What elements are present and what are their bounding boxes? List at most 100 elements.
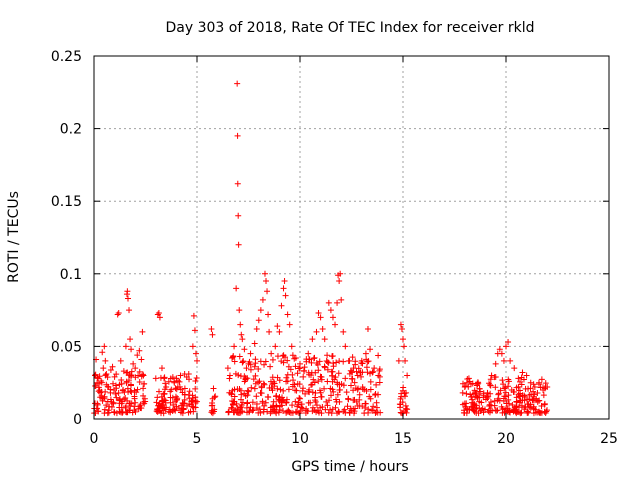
background-point — [187, 408, 194, 415]
background-point — [228, 404, 235, 411]
data-point — [163, 384, 170, 391]
background-point — [318, 374, 325, 381]
background-point — [107, 367, 114, 374]
background-point — [172, 398, 179, 405]
background-point — [116, 408, 123, 415]
background-point — [293, 387, 300, 394]
background-point — [459, 380, 466, 387]
background-point — [492, 384, 499, 391]
background-point — [156, 407, 163, 414]
background-point — [534, 389, 541, 396]
background-point — [516, 393, 523, 400]
data-point — [190, 312, 197, 319]
data-point — [158, 365, 165, 372]
data-point — [251, 340, 258, 347]
data-point — [278, 302, 285, 309]
background-point — [347, 367, 354, 374]
background-point — [122, 395, 129, 402]
background-point — [231, 358, 238, 365]
data-point — [235, 212, 242, 219]
background-point — [94, 401, 101, 408]
background-point — [272, 393, 279, 400]
background-point — [277, 386, 284, 393]
background-point — [289, 383, 296, 390]
background-point — [265, 394, 272, 401]
data-point — [515, 375, 522, 382]
background-point — [349, 376, 356, 383]
background-point — [239, 408, 246, 415]
background-point — [102, 372, 109, 379]
data-point — [398, 325, 405, 332]
background-point — [255, 379, 262, 386]
background-point — [104, 398, 111, 405]
background-point — [316, 358, 323, 365]
background-point — [333, 359, 340, 366]
background-point — [526, 391, 533, 398]
data-point — [266, 328, 273, 335]
background-point — [179, 406, 186, 413]
background-point — [342, 375, 349, 382]
background-point — [132, 408, 139, 415]
x-tick-label: 20 — [497, 431, 515, 447]
background-point — [106, 403, 113, 410]
background-point — [226, 375, 233, 382]
x-axis-label: GPS time / hours — [291, 459, 408, 475]
data-point — [263, 278, 270, 285]
data-point — [484, 389, 491, 396]
data-point — [531, 384, 538, 391]
data-point — [284, 311, 291, 318]
background-point — [310, 376, 317, 383]
y-tick-label: 0.1 — [60, 267, 82, 283]
background-point — [165, 378, 172, 385]
data-point — [99, 349, 106, 356]
background-point — [278, 398, 285, 405]
background-point — [486, 401, 493, 408]
background-point — [370, 403, 377, 410]
background-point — [367, 386, 374, 393]
background-point — [141, 395, 148, 402]
data-point — [192, 350, 199, 357]
data-point — [500, 357, 507, 364]
background-point — [181, 391, 188, 398]
data-point — [115, 310, 122, 317]
data-point — [259, 296, 266, 303]
data-point — [329, 314, 336, 321]
background-point — [372, 391, 379, 398]
data-point — [124, 288, 131, 295]
data-point — [247, 350, 254, 357]
background-point — [250, 376, 257, 383]
background-point — [501, 409, 508, 416]
background-point — [270, 398, 277, 405]
y-tick-label: 0.2 — [60, 122, 82, 138]
background-point — [340, 382, 347, 389]
background-point — [154, 394, 161, 401]
background-point — [522, 385, 529, 392]
background-point — [481, 406, 488, 413]
background-point — [189, 397, 196, 404]
data-point — [155, 310, 162, 317]
data-point — [237, 321, 244, 328]
background-point — [115, 390, 122, 397]
data-point — [350, 365, 357, 372]
background-point — [340, 358, 347, 365]
background-point — [192, 385, 199, 392]
background-point — [363, 388, 370, 395]
background-point — [167, 394, 174, 401]
background-point — [274, 385, 281, 392]
data-point — [535, 379, 542, 386]
data-point — [255, 317, 262, 324]
background-point — [284, 357, 291, 364]
background-point — [118, 404, 125, 411]
background-point — [189, 403, 196, 410]
background-point — [334, 391, 341, 398]
data-point — [257, 307, 264, 314]
background-point — [505, 378, 512, 385]
background-point — [518, 409, 525, 416]
background-point — [92, 383, 99, 390]
background-point — [373, 381, 380, 388]
background-point — [243, 404, 250, 411]
background-point — [343, 389, 350, 396]
background-point — [348, 369, 355, 376]
background-point — [475, 380, 482, 387]
data-point — [132, 365, 139, 372]
